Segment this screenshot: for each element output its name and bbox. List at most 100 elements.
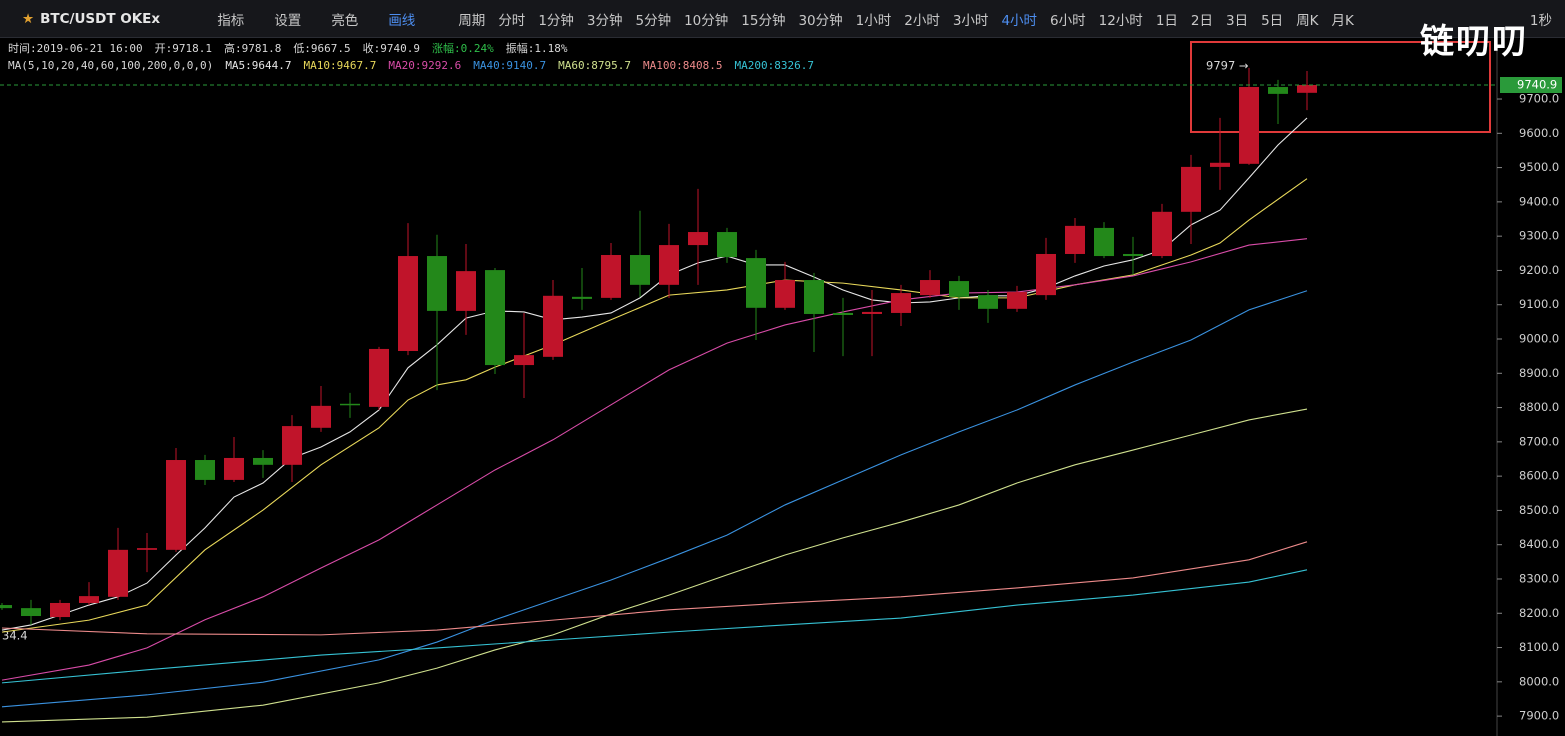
candle-body bbox=[1297, 85, 1317, 93]
candle-body bbox=[456, 271, 476, 311]
tools: 指标 设置 亮色 画线 bbox=[217, 9, 445, 29]
candle-body bbox=[50, 602, 70, 618]
candle-body bbox=[630, 255, 650, 285]
y-tick-label: 8100.0 bbox=[1519, 640, 1559, 654]
candle-body bbox=[891, 293, 911, 313]
info-item: 时间:2019-06-21 16:00 bbox=[8, 42, 143, 55]
y-tick-label: 9300.0 bbox=[1519, 229, 1559, 243]
candle-body bbox=[340, 403, 360, 406]
tool-button[interactable]: 画线 bbox=[388, 12, 416, 29]
period-button[interactable]: 3日 bbox=[1226, 12, 1249, 29]
period-button[interactable]: 月K bbox=[1331, 12, 1354, 29]
period-label[interactable]: 周期 bbox=[458, 12, 486, 29]
ma-line bbox=[1, 117, 1308, 631]
candle-body bbox=[369, 348, 389, 407]
candle-body bbox=[427, 256, 447, 311]
tool-button[interactable]: 亮色 bbox=[331, 12, 359, 29]
candle-body bbox=[485, 270, 505, 366]
y-tick-label: 8500.0 bbox=[1519, 503, 1559, 517]
periods: 分时 1分钟 3分钟 5分钟 10分钟 15分钟 30分钟 1小时 2小时 3小时 4小时 6小时 12… bbox=[498, 9, 1367, 29]
candle-body bbox=[1268, 87, 1288, 94]
candle-body bbox=[166, 460, 186, 550]
candle-body bbox=[108, 549, 128, 597]
y-tick-label: 9700.0 bbox=[1519, 92, 1559, 106]
candle-body bbox=[978, 295, 998, 309]
period-button[interactable]: 周K bbox=[1296, 12, 1319, 29]
period-button[interactable]: 分时 bbox=[498, 12, 526, 29]
candle-body bbox=[572, 296, 592, 299]
candle-body bbox=[775, 280, 795, 308]
legend-entry: MA10:9467.7 bbox=[303, 59, 377, 72]
candle-body bbox=[253, 457, 273, 465]
period-button[interactable]: 15分钟 bbox=[741, 12, 786, 29]
candle-body bbox=[514, 355, 534, 366]
tool-button[interactable]: 设置 bbox=[274, 12, 302, 29]
period-button[interactable]: 30分钟 bbox=[798, 12, 843, 29]
candle-body bbox=[195, 460, 215, 480]
period-button[interactable]: 2日 bbox=[1190, 12, 1213, 29]
candle-body bbox=[1210, 162, 1230, 167]
period-button[interactable]: 1小时 bbox=[855, 12, 892, 29]
legend-entry: MA5:9644.7 bbox=[225, 59, 292, 72]
y-tick-label: 8900.0 bbox=[1519, 366, 1559, 380]
period-button[interactable]: 1分钟 bbox=[538, 12, 574, 29]
candle-body bbox=[224, 457, 244, 480]
info-item: 涨幅:0.24% bbox=[432, 42, 494, 55]
candle-body bbox=[1181, 166, 1201, 212]
ma-line bbox=[1, 238, 1308, 681]
period-button[interactable]: 3小时 bbox=[952, 12, 989, 29]
period-button[interactable]: 6小时 bbox=[1050, 12, 1086, 29]
legend-entry: MA20:9292.6 bbox=[388, 59, 462, 72]
y-tick-label: 7900.0 bbox=[1519, 709, 1559, 723]
ma-line bbox=[1, 541, 1308, 636]
ma-line bbox=[1, 569, 1308, 684]
y-tick-label: 8300.0 bbox=[1519, 571, 1559, 585]
tool-button[interactable]: 指标 bbox=[217, 12, 245, 29]
ma-label: MA(5,10,20,40,60,100,200,0,0,0) bbox=[8, 59, 214, 72]
refresh[interactable]: 1秒 bbox=[1529, 12, 1552, 29]
candle-body bbox=[1123, 253, 1143, 257]
y-tick-label: 9100.0 bbox=[1519, 297, 1559, 311]
period-button[interactable]: 12小时 bbox=[1098, 12, 1143, 29]
period-button[interactable]: 5分钟 bbox=[635, 12, 672, 29]
info-item: 开:9718.1 bbox=[154, 42, 212, 55]
legend-entry: MA200:8326.7 bbox=[734, 59, 814, 72]
candle-body bbox=[659, 245, 679, 285]
candle-body bbox=[688, 232, 708, 246]
candle-body bbox=[920, 280, 940, 296]
logo: 链叨叨 bbox=[1420, 22, 1528, 62]
candle-body bbox=[1239, 87, 1259, 164]
candle-body bbox=[601, 255, 621, 298]
legend-entry: MA60:8795.7 bbox=[558, 59, 631, 72]
period-button[interactable]: 5日 bbox=[1261, 12, 1284, 29]
symbol[interactable]: ★ BTC/USDT OKEx bbox=[22, 10, 161, 27]
y-tick-label: 9600.0 bbox=[1519, 126, 1559, 140]
info-item: 低:9667.5 bbox=[293, 42, 351, 55]
period-button[interactable]: 3分钟 bbox=[586, 12, 623, 29]
y-tick-label: 9500.0 bbox=[1519, 160, 1559, 174]
period-button[interactable]: 10分钟 bbox=[684, 12, 729, 29]
candle-body bbox=[717, 232, 737, 258]
highlight-box bbox=[1190, 41, 1491, 133]
period-button[interactable]: 2小时 bbox=[904, 12, 940, 29]
ma-line bbox=[1, 408, 1308, 723]
last-price-box bbox=[1500, 77, 1562, 94]
period-button[interactable]: 1日 bbox=[1155, 12, 1178, 29]
info-item: 高:9781.8 bbox=[223, 42, 282, 55]
ma-line bbox=[1, 178, 1308, 633]
legend-entry: MA100:8408.5 bbox=[642, 59, 723, 72]
candle-body bbox=[949, 281, 969, 297]
candle-body bbox=[746, 258, 766, 308]
y-tick-label: 8000.0 bbox=[1519, 674, 1559, 688]
candle-body bbox=[1007, 292, 1027, 309]
toolbar: ★ BTC/USDT OKEx 指标 设置 亮色 画线 周期 分时 1分钟 3分钟 5分钟 10… bbox=[0, 0, 1565, 38]
last-price-label: 9740.9 bbox=[1517, 78, 1557, 92]
candle-body bbox=[1152, 211, 1172, 257]
period-button[interactable]: 4小时 bbox=[1001, 12, 1038, 29]
candle-body bbox=[833, 312, 853, 316]
y-tick-label: 8800.0 bbox=[1519, 400, 1559, 414]
candle-body bbox=[862, 311, 882, 314]
legend-entry: MA40:9140.7 bbox=[473, 59, 547, 72]
info-line: 时间:2019-06-21 16:00 开:9718.1 高:9781.8 低:966… bbox=[8, 40, 580, 56]
